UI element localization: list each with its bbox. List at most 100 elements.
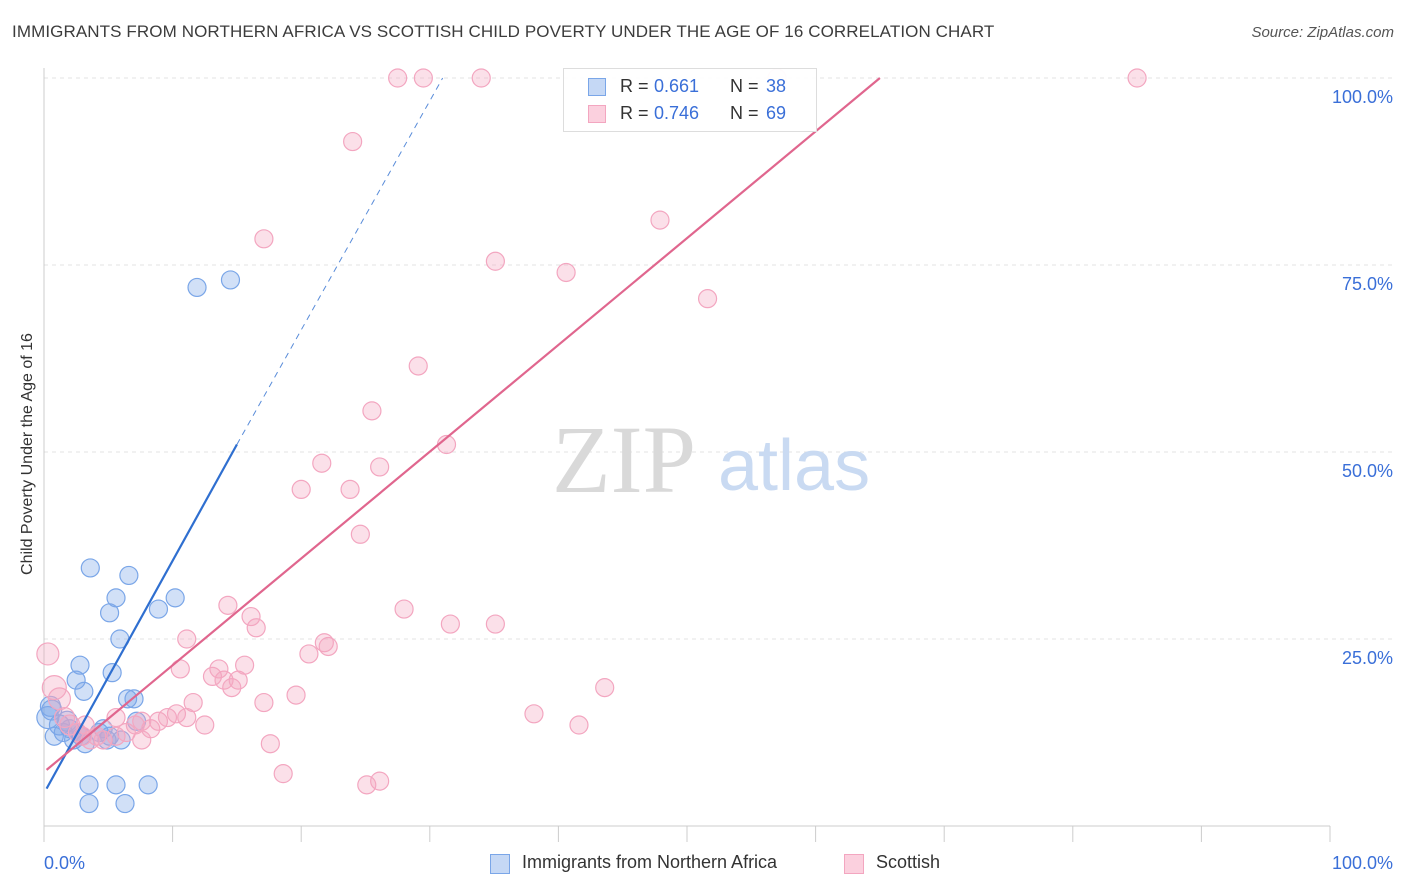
y-tick-label: 100.0% — [1332, 87, 1393, 107]
data-point — [74, 681, 94, 701]
trend-line-immigrants-extension — [236, 77, 444, 445]
data-point — [209, 659, 229, 679]
data-point — [187, 277, 207, 298]
data-point — [132, 711, 152, 731]
data-point — [485, 614, 505, 634]
data-point — [241, 606, 261, 627]
legend-r-label: R = — [620, 103, 649, 123]
data-point — [485, 251, 505, 271]
trend-line-immigrants — [45, 443, 238, 790]
data-point — [202, 666, 223, 687]
data-point — [106, 707, 126, 728]
data-point — [183, 692, 203, 713]
legend-r-label: R = — [620, 76, 649, 96]
data-point — [388, 68, 408, 88]
legend-n-label: N = — [730, 103, 759, 123]
data-point — [70, 655, 90, 675]
data-point — [39, 695, 62, 717]
data-point — [59, 714, 81, 736]
trend-line-scottish — [45, 77, 881, 771]
y-tick-label: 25.0% — [1342, 648, 1393, 668]
data-point — [166, 704, 187, 724]
data-point — [235, 655, 255, 675]
x-tick-label: 100.0% — [1332, 853, 1393, 873]
data-point — [79, 775, 99, 795]
data-point — [413, 68, 433, 88]
data-point — [273, 764, 293, 784]
chart-title: IMMIGRANTS FROM NORTHERN AFRICA VS SCOTT… — [12, 22, 995, 41]
data-point — [117, 689, 138, 709]
data-point — [165, 588, 185, 608]
data-point — [106, 775, 126, 795]
data-point — [218, 595, 238, 615]
data-point — [246, 618, 266, 638]
data-point — [556, 262, 576, 283]
data-point — [106, 588, 126, 608]
y-axis-label: Child Poverty Under the Age of 16 — [19, 333, 36, 575]
data-point — [569, 715, 589, 735]
data-point — [471, 68, 491, 88]
y-tick-label: 50.0% — [1342, 461, 1393, 481]
legend-r-value: 0.746 — [654, 103, 700, 123]
bottom-legend-swatch-scottish — [844, 854, 864, 874]
data-point — [286, 685, 306, 705]
data-point — [75, 734, 95, 754]
data-point — [47, 687, 72, 711]
data-point — [394, 599, 414, 619]
data-point — [170, 659, 190, 679]
data-point — [357, 775, 377, 795]
data-point — [177, 629, 197, 649]
data-point — [595, 678, 615, 698]
x-tick-label: 0.0% — [44, 853, 85, 873]
data-point — [79, 793, 99, 814]
data-point — [370, 457, 390, 477]
data-point — [343, 131, 363, 152]
data-point — [260, 734, 280, 754]
data-point — [1127, 68, 1147, 88]
legend-swatch-immigrants — [588, 78, 606, 96]
data-point — [524, 704, 544, 724]
data-point — [299, 644, 319, 664]
trend-lines — [45, 77, 881, 790]
data-point — [440, 614, 460, 634]
data-point — [312, 453, 332, 473]
legend-r-value: 0.661 — [654, 76, 700, 96]
series-scottish-points — [36, 68, 1147, 795]
data-point — [119, 565, 139, 586]
data-point — [195, 715, 215, 735]
tick-labels: 25.0% 50.0% 75.0% 100.0% 0.0% 100.0% — [44, 87, 1393, 873]
axes — [43, 68, 1331, 842]
data-point — [350, 524, 370, 544]
legend-n-value: 69 — [766, 103, 787, 123]
data-point — [214, 670, 234, 690]
data-point — [148, 599, 169, 619]
data-point — [36, 642, 60, 666]
watermark-zip: ZIP — [552, 406, 696, 513]
bottom-legend-label: Scottish — [876, 852, 941, 872]
data-point — [80, 558, 100, 578]
bottom-legend-label: Immigrants from Northern Africa — [522, 852, 778, 872]
watermark-atlas: atlas — [718, 426, 870, 506]
data-point — [102, 663, 122, 683]
correlation-legend: R = 0.661 N = 38 R = 0.746 N = 69 — [563, 68, 817, 132]
data-point — [340, 479, 360, 499]
data-point — [93, 730, 113, 750]
data-point — [115, 793, 135, 814]
data-point — [41, 675, 67, 701]
grid-lines — [44, 77, 1392, 640]
source-credit: Source: ZipAtlas.com — [1251, 24, 1394, 41]
data-point — [697, 289, 718, 309]
data-point — [254, 692, 274, 713]
data-point — [408, 356, 428, 376]
watermark: ZIP atlas — [552, 406, 870, 513]
data-point — [106, 726, 126, 746]
data-point — [650, 210, 670, 230]
legend-n-label: N = — [730, 76, 759, 96]
data-point — [138, 775, 158, 795]
data-point — [362, 401, 382, 421]
data-point — [75, 715, 95, 735]
data-point — [220, 270, 241, 290]
data-point — [254, 229, 274, 249]
data-point — [318, 636, 338, 657]
